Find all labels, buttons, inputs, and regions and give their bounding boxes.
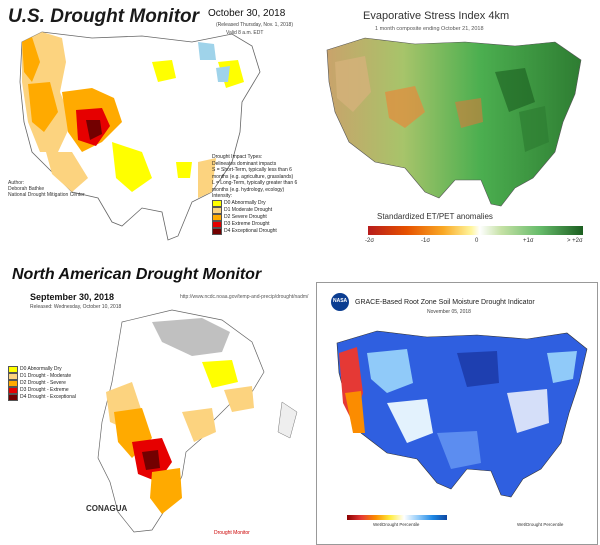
namm-legend: D0 Abnormally Dry D1 Drought - Moderate … (8, 366, 76, 401)
grace-scale-label: Wet/Drought Percentile (373, 522, 420, 527)
intensity-title: Intensity: (212, 193, 233, 199)
legend-row: D4 Exceptional Drought (212, 227, 300, 235)
map-title: U.S. Drought Monitor (8, 6, 200, 27)
drought-legend: Drought Impact Types: Delineates dominan… (212, 154, 300, 235)
impact-item: S = Short-Term, typically less than 6 mo… (212, 167, 294, 180)
legend-swatch (212, 213, 222, 221)
namm-note: Drought Monitor (214, 530, 250, 536)
legend-row: D2 Drought - Severe (8, 380, 76, 387)
grace-color-bar (347, 515, 447, 520)
legend-swatch (212, 206, 222, 214)
scale-label: > +2σ (567, 238, 583, 244)
grace-scale-label: Wet/Drought Percentile (517, 522, 564, 527)
legend-swatch (8, 366, 18, 373)
esi-scale-title: Standardized ET/PET anomalies (377, 212, 493, 221)
esi-panel: Evaporative Stress Index 4km 1 month com… (305, 2, 600, 260)
legend-row: D3 Extreme Drought (212, 220, 300, 228)
namm-release: Released: Wednesday, October 10, 2018 (30, 304, 122, 310)
legend-row: D1 Moderate Drought (212, 206, 300, 214)
esi-subtitle: 1 month composite ending October 21, 201… (375, 26, 484, 32)
valid-time: Valid 8 a.m. EDT (226, 30, 264, 36)
esi-map (326, 37, 582, 207)
legend-swatch (8, 387, 18, 394)
grace-date: November 05, 2018 (427, 309, 471, 315)
grace-panel: NASA GRACE-Based Root Zone Soil Moisture… (316, 282, 598, 545)
legend-swatch (212, 199, 222, 207)
scale-label: -2σ (365, 238, 375, 244)
impact-item: L = Long-Term, typically greater than 6 … (212, 180, 298, 193)
author-block: Author: Deborah Bathke National Drought … (8, 180, 85, 198)
namm-date: September 30, 2018 (30, 292, 115, 302)
legend-row: D0 Abnormally Dry (8, 366, 76, 373)
legend-row: D2 Severe Drought (212, 213, 300, 221)
scale-label: 0 (475, 238, 479, 244)
impact-item: Delineates dominant impacts (212, 160, 277, 167)
map-date: October 30, 2018 (208, 8, 286, 19)
us-drought-monitor-panel: U.S. Drought Monitor October 30, 2018 (R… (2, 2, 302, 260)
legend-swatch (212, 227, 222, 235)
esi-color-bar (368, 226, 583, 235)
legend-row: D4 Drought - Exceptional (8, 394, 76, 401)
legend-row: D0 Abnormally Dry (212, 199, 300, 207)
conagua-logo: CONAGUA (86, 504, 128, 513)
esi-title: Evaporative Stress Index 4km (363, 10, 510, 22)
north-american-drought-panel: North American Drought Monitor September… (2, 262, 314, 545)
namm-url: http://www.ncdc.noaa.gov/temp-and-precip… (180, 294, 309, 300)
us-drought-map (19, 31, 261, 241)
legend-swatch (8, 394, 18, 401)
grace-title: GRACE-Based Root Zone Soil Moisture Drou… (355, 299, 535, 306)
legend-swatch (8, 380, 18, 387)
north-america-map (97, 309, 298, 533)
namm-title: North American Drought Monitor (12, 266, 262, 283)
legend-swatch (212, 220, 222, 228)
legend-row: D1 Drought - Moderate (8, 373, 76, 380)
nasa-logo: NASA (331, 293, 349, 311)
release-note: (Released Thursday, Nov. 1, 2018) (216, 22, 293, 28)
grace-map (336, 330, 588, 498)
impact-title: Drought Impact Types: (212, 154, 263, 160)
legend-swatch (8, 373, 18, 380)
scale-label: -1σ (421, 238, 431, 244)
scale-label: +1σ (523, 238, 534, 244)
legend-row: D3 Drought - Extreme (8, 387, 76, 394)
